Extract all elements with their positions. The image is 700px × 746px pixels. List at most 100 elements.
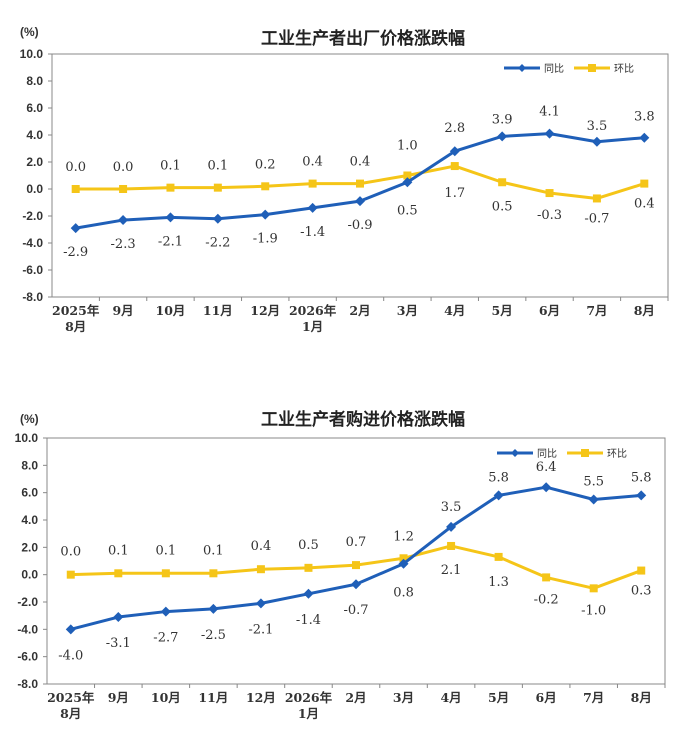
data-label-yoy: -2.9: [63, 245, 88, 260]
data-point-mom: [447, 541, 456, 550]
data-point-mom: [256, 565, 265, 574]
y-tick-label: 4.0: [21, 513, 38, 527]
x-tick-label: 10月: [151, 690, 181, 705]
x-tick-label: 2026年: [285, 690, 333, 705]
x-tick-label: 2025年: [47, 690, 95, 705]
chart-title: 工业生产者购进价格涨跌幅: [261, 409, 465, 430]
data-label-yoy: 3.5: [441, 500, 462, 515]
data-label-yoy: 3.8: [634, 110, 655, 125]
data-label-mom: 0.4: [634, 197, 655, 212]
x-tick-label: 2月: [345, 690, 366, 705]
data-label-yoy: -2.1: [158, 234, 183, 249]
data-label-mom: 0.1: [108, 543, 129, 558]
data-label-yoy: -2.5: [201, 628, 226, 643]
x-tick-label: 6月: [536, 690, 557, 705]
data-point-mom: [494, 552, 503, 561]
y-tick-label: 8.0: [26, 74, 43, 88]
data-point-mom: [71, 185, 80, 193]
x-tick-label: 10月: [156, 303, 186, 318]
data-label-yoy: 2.8: [444, 121, 465, 136]
x-tick-label: 2025年: [52, 303, 100, 318]
data-point-mom: [161, 569, 170, 578]
x-tick-label: 11月: [203, 303, 233, 318]
x-tick-label: 8月: [631, 690, 652, 705]
x-tick-label: 1月: [302, 319, 323, 334]
x-tick-label: 4月: [440, 690, 461, 705]
data-point-yoy: [307, 202, 318, 213]
y-tick-label: -2.0: [17, 595, 38, 609]
data-label-mom: 0.0: [113, 160, 134, 175]
data-point-mom: [352, 561, 360, 570]
x-tick-label: 2月: [349, 303, 370, 318]
y-tick-label: -6.0: [17, 650, 38, 664]
data-label-mom: -1.0: [581, 603, 606, 618]
y-tick-label: 0.0: [21, 568, 38, 582]
data-point-mom: [166, 183, 175, 192]
data-label-mom: 1.0: [397, 139, 418, 154]
y-tick-label: -6.0: [22, 263, 43, 277]
output-price-chart: 工业生产者出厂价格涨跌幅 (%) 10.0 8.0 6.0 4.0 2.0 0.0 -2.0 -4…: [0, 0, 700, 370]
data-point-mom: [308, 179, 317, 188]
data-label-mom: 0.1: [203, 543, 224, 558]
x-tick-label: 8月: [634, 303, 655, 318]
data-label-yoy: 3.5: [587, 119, 608, 134]
data-point-mom: [261, 182, 270, 191]
data-point-mom: [403, 171, 412, 180]
data-label-mom: 0.0: [65, 160, 86, 175]
data-label-yoy: 5.5: [583, 475, 604, 490]
legend-label-mom: 环比: [607, 448, 627, 460]
data-point-yoy: [255, 598, 266, 609]
x-tick-label: 9月: [108, 690, 129, 705]
data-label-yoy: -3.1: [106, 636, 131, 651]
purchase-price-chart: 工业生产者购进价格涨跌幅 (%) 10.0 8.0 6.0 4.0 2.0 0.0 -2.0 -4…: [0, 385, 700, 741]
data-label-mom: -0.2: [534, 592, 559, 607]
data-label-yoy: 3.9: [492, 112, 513, 127]
data-label-yoy: 4.1: [539, 105, 560, 120]
data-label-yoy: -2.1: [248, 622, 273, 637]
data-point-yoy: [208, 603, 219, 614]
x-tick-label: 8月: [60, 706, 81, 721]
data-point-yoy: [212, 213, 223, 224]
data-label-yoy: -0.9: [347, 218, 372, 233]
data-point-mom: [209, 569, 218, 578]
data-point-yoy: [636, 490, 647, 501]
data-point-yoy: [541, 482, 552, 493]
x-tick-label: 4月: [444, 303, 465, 318]
legend-marker-mom: [581, 449, 589, 457]
data-point-mom: [450, 162, 459, 171]
data-point-mom: [592, 194, 601, 203]
x-tick-label: 12月: [246, 690, 276, 705]
data-label-mom: 1.3: [488, 575, 509, 590]
x-tick-label: 3月: [397, 303, 418, 318]
data-label-mom: 0.3: [631, 584, 652, 599]
x-tick-label: 5月: [488, 690, 509, 705]
data-label-mom: 0.2: [255, 157, 276, 172]
data-label-mom: 0.0: [60, 545, 81, 560]
data-label-mom: -0.7: [584, 211, 609, 226]
data-label-yoy: -0.7: [343, 603, 368, 618]
data-point-yoy: [544, 128, 555, 139]
data-point-yoy: [446, 521, 457, 532]
data-label-yoy: -1.9: [253, 232, 278, 247]
data-point-yoy: [355, 196, 365, 207]
data-point-mom: [66, 570, 75, 579]
data-label-yoy: -2.2: [205, 236, 230, 251]
data-point-yoy: [160, 606, 171, 617]
data-point-mom: [119, 185, 128, 193]
data-point-yoy: [113, 612, 124, 623]
data-label-mom: 0.5: [298, 538, 319, 553]
y-tick-label: -8.0: [17, 677, 38, 691]
legend-marker-yoy: [518, 64, 526, 72]
legend-marker-yoy: [511, 449, 519, 457]
data-point-yoy: [165, 212, 176, 223]
x-tick-label: 11月: [198, 690, 228, 705]
data-point-mom: [213, 183, 222, 192]
data-point-yoy: [70, 223, 81, 234]
data-label-yoy: -2.3: [111, 237, 136, 252]
data-point-yoy: [402, 177, 413, 188]
data-label-mom: 0.4: [350, 155, 371, 170]
data-point-mom: [356, 179, 364, 188]
data-point-yoy: [260, 209, 271, 220]
y-tick-label: -8.0: [22, 290, 43, 304]
x-tick-label: 5月: [492, 303, 513, 318]
